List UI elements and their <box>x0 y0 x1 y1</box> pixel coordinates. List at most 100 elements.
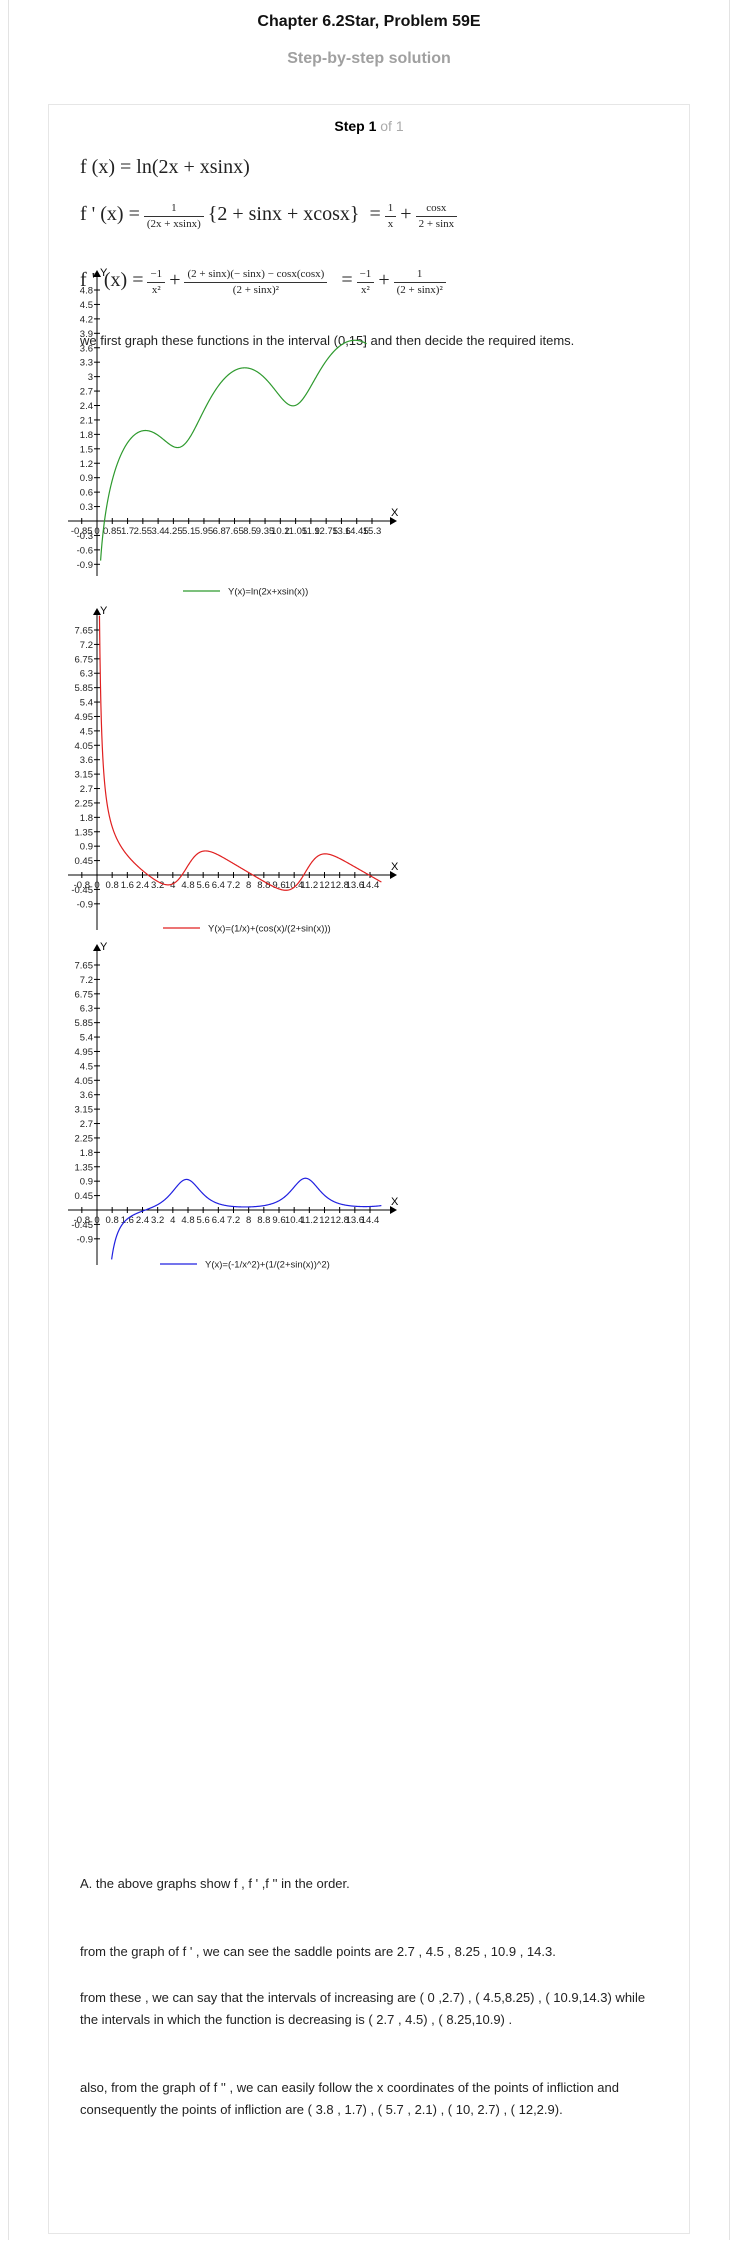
chart-f: X Y -0.85 0 0.85 1.7 2.55 3.4 4.25 5.1 5.95 6.8 7.65… <box>68 267 399 598</box>
y-tick-label: 4.5 <box>80 300 93 311</box>
intro-text: we first graph these functions in the in… <box>80 333 575 348</box>
y-tick-label: 3.6 <box>80 343 93 354</box>
x-tick-label: 3.4 <box>152 526 165 537</box>
x-tick-label: 8.5 <box>243 526 256 537</box>
x-tick-label: 8.8 <box>257 1215 270 1226</box>
y-tick-label: 4.5 <box>80 726 93 737</box>
x-tick-label: 2.4 <box>136 880 149 891</box>
x-tick-label: -0.8 <box>74 1215 90 1226</box>
y-tick-label: 3.9 <box>80 329 93 340</box>
x-tick-label: 8 <box>246 880 251 891</box>
f-dprime-term2: (2 + sinx)(− sinx) − cosx(cosx) (2 + sinx… <box>184 268 328 297</box>
f-dprime-term1: −1 x² <box>147 268 166 297</box>
x-tick-label: 13.6 <box>346 880 365 891</box>
x-axis-label: X <box>391 1196 399 1208</box>
x-tick-label: 1.7 <box>121 526 134 537</box>
x-tick-label: 5.6 <box>197 1215 210 1226</box>
chart-f-double-prime: XY-0.8 0 0.8 1.6 2.4 3.2 4 4.8 5.6 6.4 7.2 8 8.8 9.6 1… <box>68 941 399 1271</box>
x-tick-label: 4.8 <box>181 880 194 891</box>
x-tick-label: 4 <box>170 880 175 891</box>
x-tick-label: 13.6 <box>332 526 351 537</box>
y-tick-label: 5.85 <box>75 683 94 694</box>
y-tick-label: 2.7 <box>80 1119 93 1130</box>
x-tick-label: 2.4 <box>136 1215 149 1226</box>
x-tick-label: 14.4 <box>361 880 380 891</box>
y-tick-label: 1.5 <box>80 444 93 455</box>
x-tick-label: 10.2 <box>271 526 290 537</box>
y-tick-label: 4.05 <box>75 741 94 752</box>
y-tick-label: -0.9 <box>77 560 93 571</box>
x-tick-label: 15.3 <box>363 526 382 537</box>
x-tick-label: 1.6 <box>121 1215 134 1226</box>
f-prime-plus: + <box>400 203 412 226</box>
x-tick-label: 8.8 <box>257 880 270 891</box>
series-line <box>98 615 382 891</box>
f-prime-brace: {2 + sinx + xcosx} <box>207 203 360 226</box>
series-line <box>111 1177 382 1260</box>
y-axis-label: Y <box>100 605 108 617</box>
x-tick-label: 1.6 <box>121 880 134 891</box>
x-tick-label: 7.2 <box>227 880 240 891</box>
solution-card <box>48 104 690 2234</box>
x-tick-label: 4 <box>170 1215 175 1226</box>
x-tick-label: 5.6 <box>197 880 210 891</box>
x-tick-label: 8 <box>246 1215 251 1226</box>
y-tick-label: 5.4 <box>80 698 93 709</box>
equation-f-prime: f ' (x) = 1 (2x + xsinx) {2 + sinx + xcos… <box>80 202 458 231</box>
y-tick-label: 7.65 <box>75 961 94 972</box>
y-tick-label: -0.3 <box>77 531 93 542</box>
legend-label: Y(x)=(1/x)+(cos(x)/(2+sin(x))) <box>208 924 331 935</box>
page-border-right <box>729 0 730 2240</box>
legend-label: Y(x)=(-1/x^2)+(1/(2+sin(x))^2) <box>205 1260 330 1271</box>
y-tick-label: 0.45 <box>75 856 94 867</box>
f-prime-term2: cosx 2 + sinx <box>415 202 458 231</box>
step-count: of 1 <box>380 118 404 134</box>
x-tick-label: -0.8 <box>74 880 90 891</box>
y-tick-label: 0.6 <box>80 488 93 499</box>
y-tick-label: 4.95 <box>75 712 94 723</box>
x-tick-label: 14.45 <box>345 526 369 537</box>
x-tick-label: 3.2 <box>151 1215 164 1226</box>
series-line <box>99 339 367 561</box>
y-tick-label: 1.35 <box>75 827 94 838</box>
y-tick-label: -0.45 <box>71 885 93 896</box>
y-tick-label: 2.7 <box>80 387 93 398</box>
y-tick-label: -0.45 <box>71 1220 93 1231</box>
y-tick-label: -0.9 <box>77 899 93 910</box>
x-tick-label: 10.4 <box>285 880 304 891</box>
y-tick-label: 4.95 <box>75 1047 94 1058</box>
x-tick-label: 13.6 <box>346 1215 365 1226</box>
y-tick-label: 0.9 <box>80 1177 93 1188</box>
y-tick-label: 1.2 <box>80 459 93 470</box>
x-tick-label: 3.2 <box>151 880 164 891</box>
y-tick-label: 4.8 <box>80 286 93 297</box>
x-tick-label: 14.4 <box>361 1215 380 1226</box>
answer-para-d: also, from the graph of f '' , we can ea… <box>80 2080 619 2117</box>
y-axis-arrow <box>93 270 101 277</box>
f-prime-frac: 1 (2x + xsinx) <box>143 202 204 231</box>
y-tick-label: 7.2 <box>80 640 93 651</box>
x-tick-label: 9.6 <box>272 1215 285 1226</box>
x-tick-label: 0.85 <box>103 526 122 537</box>
x-tick-label: 12.8 <box>330 1215 349 1226</box>
x-tick-label: 0.8 <box>106 1215 119 1226</box>
x-tick-label: 12.75 <box>314 526 338 537</box>
y-tick-label: 4.05 <box>75 1076 94 1087</box>
y-axis-label: Y <box>100 941 108 953</box>
x-axis-arrow <box>390 871 397 879</box>
f-dprime-plus: + <box>169 269 181 292</box>
y-tick-label: 6.75 <box>75 989 94 1000</box>
y-tick-label: 3.15 <box>75 1105 94 1116</box>
y-tick-label: -0.9 <box>77 1234 93 1245</box>
f-dprime-plus2: + <box>378 269 390 292</box>
equation-f: f (x) = ln(2x + xsinx) <box>80 156 250 178</box>
y-tick-label: 3 <box>88 372 93 383</box>
x-tick-label: 0 <box>94 1215 99 1226</box>
y-tick-label: 1.8 <box>80 813 93 824</box>
y-tick-label: 2.4 <box>80 401 93 412</box>
y-tick-label: 0.9 <box>80 473 93 484</box>
x-tick-label: 5.95 <box>195 526 214 537</box>
answer-para-c: from these , we can say that the interva… <box>80 1990 646 2027</box>
y-tick-label: 6.3 <box>80 1004 93 1015</box>
